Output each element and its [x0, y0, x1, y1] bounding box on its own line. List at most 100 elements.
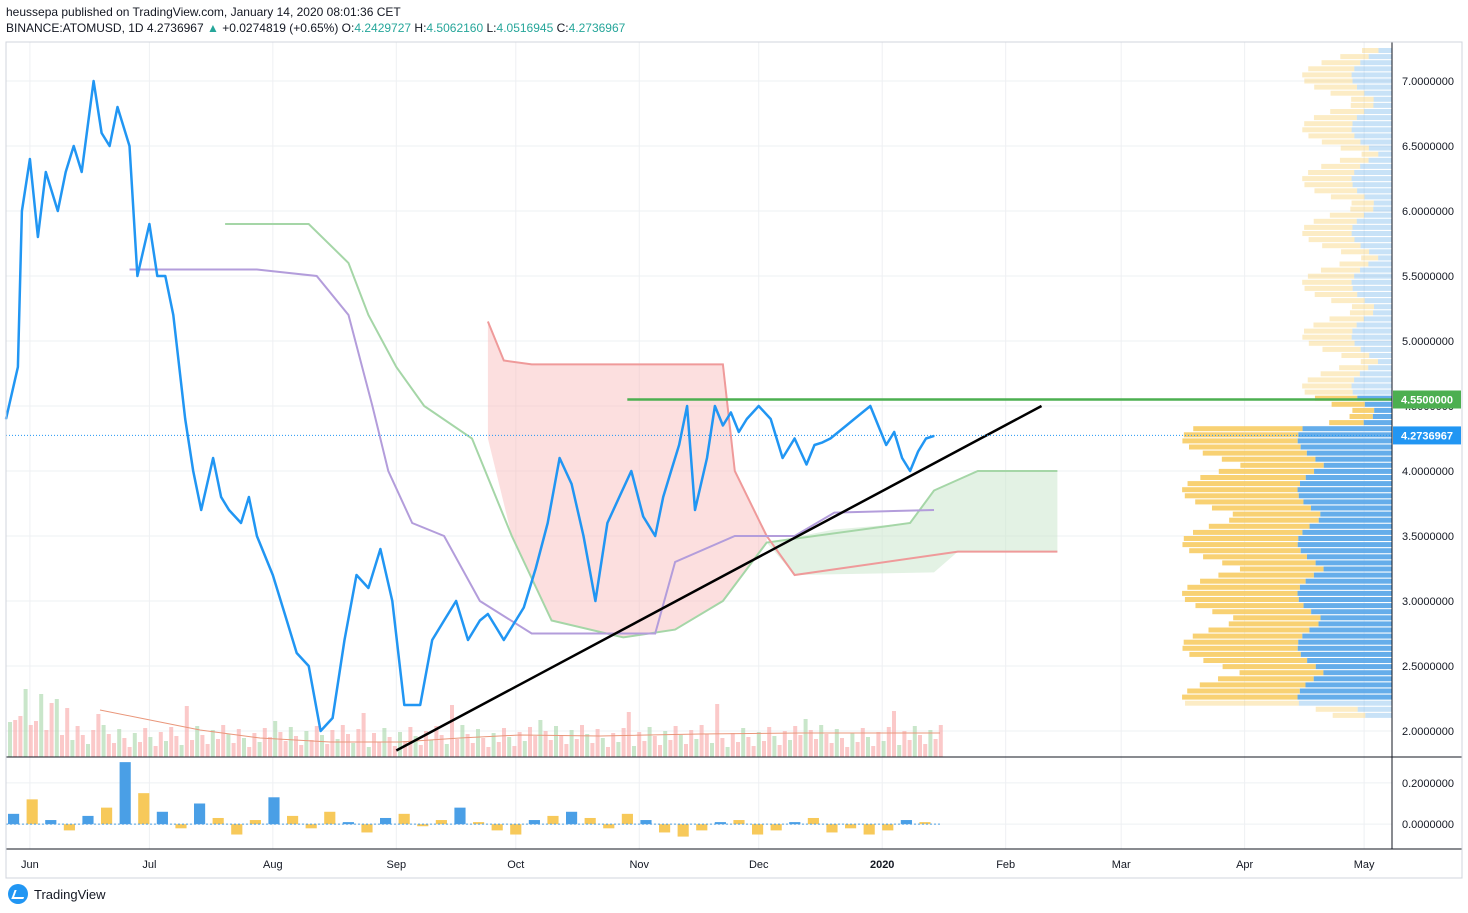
- profile-sell-bar: [1300, 548, 1392, 554]
- profile-buy-bar: [1304, 121, 1353, 127]
- profile-buy-bar: [1329, 420, 1364, 426]
- price-point: [722, 424, 724, 427]
- price-point: [901, 457, 903, 459]
- profile-sell-bar: [1297, 590, 1392, 596]
- profile-buy-bar: [1239, 670, 1324, 676]
- price-point: [295, 652, 298, 654]
- profile-buy-bar: [1303, 328, 1353, 334]
- price-point: [769, 418, 772, 420]
- volume-bar: [49, 703, 54, 757]
- profile-sell-bar: [1310, 505, 1392, 511]
- profile-sell-bar: [1298, 700, 1392, 706]
- profile-buy-bar: [1314, 84, 1357, 90]
- price-point: [17, 366, 19, 368]
- oscillator-bar: [510, 824, 522, 835]
- volume-bar: [860, 728, 865, 757]
- oscillator-bar: [8, 813, 20, 825]
- oscillator-bar: [138, 793, 150, 825]
- volume-bar: [829, 743, 834, 757]
- price-point: [283, 613, 286, 615]
- profile-buy-bar: [1313, 322, 1357, 328]
- volume-bar: [70, 740, 75, 757]
- volume-bar: [190, 740, 194, 757]
- price-point: [319, 730, 322, 732]
- volume-bar: [491, 733, 496, 757]
- volume-bar: [564, 744, 569, 757]
- profile-buy-bar: [1302, 231, 1352, 236]
- volume-bar: [325, 744, 330, 757]
- volume-bar: [304, 731, 309, 757]
- volume-bar: [294, 736, 298, 757]
- profile-buy-bar: [1341, 353, 1370, 358]
- oscillator-bar: [900, 820, 912, 825]
- profile-sell-bar: [1305, 475, 1392, 480]
- volume-bar: [824, 734, 829, 757]
- time-tick-label: 2020: [870, 859, 894, 871]
- volume-bar: [216, 739, 220, 757]
- profile-sell-bar: [1352, 224, 1392, 230]
- volume-bar: [626, 712, 631, 757]
- profile-sell-bar: [1352, 328, 1392, 334]
- profile-buy-bar: [1340, 145, 1369, 151]
- profile-sell-bar: [1351, 334, 1392, 340]
- volume-bar: [299, 745, 304, 757]
- symbol[interactable]: BINANCE:ATOMUSD, 1D: [6, 21, 144, 35]
- volume-bar: [106, 734, 111, 757]
- profile-buy-bar: [1330, 90, 1365, 96]
- brand-name[interactable]: TradingView: [34, 886, 106, 902]
- volume-bar: [517, 732, 522, 757]
- profile-sell-bar: [1364, 401, 1392, 407]
- profile-sell-bar: [1300, 651, 1392, 657]
- profile-sell-bar: [1314, 468, 1392, 474]
- profile-sell-bar: [1306, 450, 1392, 456]
- volume-bar: [179, 745, 184, 757]
- profile-buy-bar: [1182, 438, 1298, 444]
- volume-bar: [455, 739, 460, 757]
- profile-buy-bar: [1208, 523, 1310, 529]
- volume-bar: [96, 714, 101, 757]
- volume-bar: [465, 734, 470, 757]
- volume-bar: [538, 720, 543, 757]
- volume-bar: [18, 716, 23, 757]
- price-change: +0.0274819 (+0.65%): [222, 21, 339, 35]
- oscillator-bar: [473, 822, 485, 825]
- volume-bar: [80, 735, 85, 757]
- price-point: [80, 171, 83, 173]
- volume-bar: [429, 740, 434, 757]
- price-point: [714, 405, 716, 407]
- oscillator-bar: [677, 824, 689, 837]
- profile-buy-bar: [1183, 639, 1299, 645]
- profile-sell-bar: [1352, 121, 1392, 127]
- profile-sell-bar: [1305, 578, 1392, 584]
- resistance-badge-label: 4.5500000: [1401, 395, 1453, 407]
- price-point: [240, 522, 242, 524]
- volume-bar: [699, 725, 704, 757]
- volume-bar: [715, 704, 720, 757]
- price-point: [606, 522, 609, 524]
- profile-buy-bar: [1313, 218, 1357, 224]
- price-point: [37, 236, 39, 238]
- price-point: [92, 80, 95, 82]
- profile-sell-bar: [1364, 212, 1392, 218]
- profile-buy-bar: [1182, 645, 1298, 651]
- volume-bar: [195, 726, 200, 757]
- profile-sell-bar: [1372, 414, 1392, 419]
- profile-buy-bar: [1200, 578, 1306, 584]
- volume-bar: [767, 727, 772, 757]
- volume-bar: [741, 728, 746, 757]
- price-point: [558, 457, 561, 459]
- price-point: [869, 405, 872, 407]
- oscillator-bar: [82, 815, 94, 825]
- profile-buy-bar: [1192, 529, 1303, 535]
- osc-tick-label: 0.0000000: [1402, 819, 1454, 831]
- profile-sell-bar: [1297, 542, 1392, 548]
- profile-sell-bar: [1357, 188, 1392, 194]
- profile-sell-bar: [1360, 60, 1392, 66]
- profile-buy-bar: [1329, 316, 1364, 322]
- profile-sell-bar: [1323, 566, 1392, 572]
- profile-buy-bar: [1182, 542, 1298, 548]
- volume-bar: [928, 730, 933, 757]
- volume-bar: [923, 744, 928, 757]
- profile-sell-bar: [1369, 249, 1392, 255]
